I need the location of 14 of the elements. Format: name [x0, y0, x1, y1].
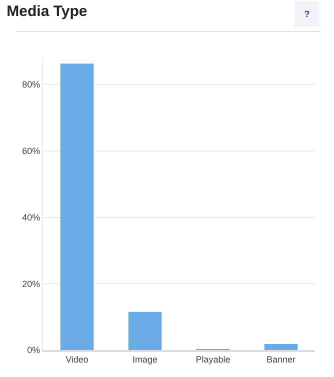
chart-title: Media Type: [6, 3, 88, 20]
bar: [264, 344, 298, 350]
bar: [128, 312, 162, 350]
text: ?: [304, 9, 310, 19]
y-tick-label: 60%: [22, 146, 40, 156]
bar: [60, 64, 94, 350]
x-tick-label: Banner: [266, 354, 296, 365]
x-tick-label: Image: [132, 354, 158, 365]
y-tick-label: 20%: [22, 278, 40, 289]
y-tick-label: 80%: [22, 80, 40, 90]
y-tick-label: 0%: [27, 345, 40, 356]
y-tick-label: 40%: [22, 212, 40, 222]
x-tick-label: Playable: [196, 354, 230, 365]
x-tick-label: Video: [66, 354, 88, 365]
